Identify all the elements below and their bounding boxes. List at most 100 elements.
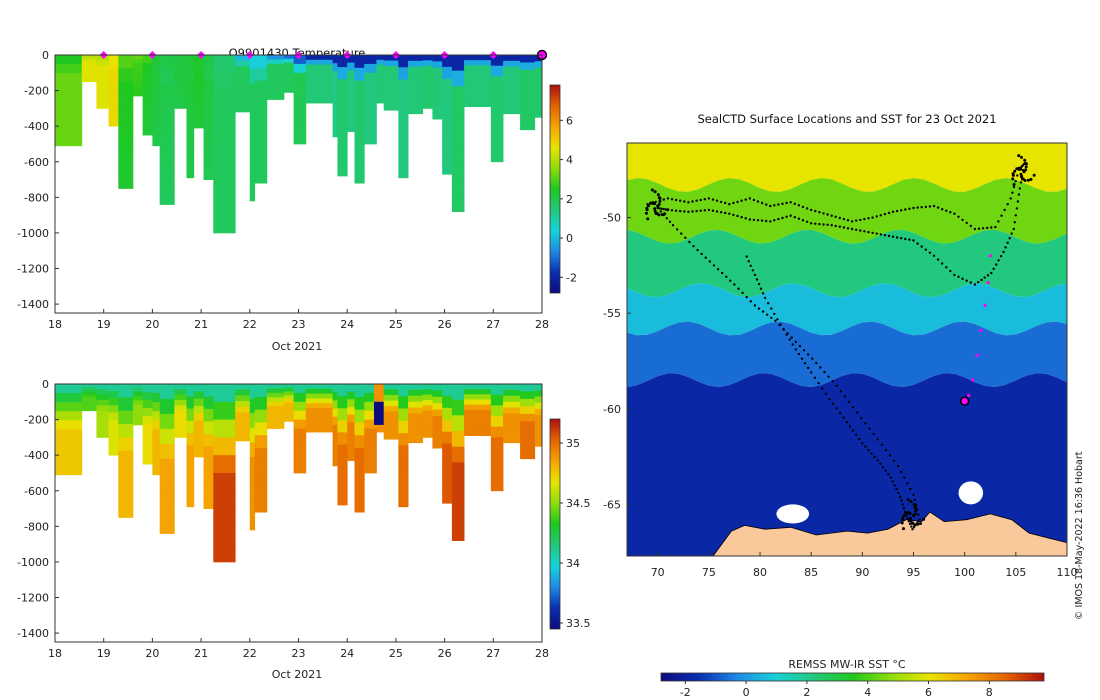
profile-23-band-2 (347, 399, 355, 408)
track-dot (1019, 181, 1023, 184)
profile-3-band-8 (108, 440, 119, 449)
y-tick-label: -1200 (17, 263, 49, 276)
track-cluster-0 (663, 212, 667, 216)
track-dot (806, 366, 810, 370)
profile-8-band-3 (159, 428, 175, 445)
profile-29-band-4 (408, 78, 424, 85)
profile-6-band-9 (142, 456, 153, 465)
track-dot (1015, 207, 1019, 210)
profile-1-band-9 (81, 408, 97, 412)
profile-33-band-3 (451, 430, 465, 448)
track-dot (728, 212, 731, 215)
profile-7-band-9 (152, 465, 161, 476)
profile-4-band-9 (118, 175, 134, 189)
profile-33-band-6 (451, 148, 465, 166)
profile-37-band-1 (520, 62, 536, 71)
profile-16-band-0 (254, 384, 268, 398)
profile-36-band-6 (503, 90, 521, 97)
profile-3-band-4 (108, 83, 119, 91)
track-dot (845, 421, 849, 424)
profile-28-band-8 (398, 482, 409, 495)
profile-7-band-7 (152, 447, 161, 457)
profile-20-band-0 (305, 384, 333, 390)
profile-31-band-0 (432, 55, 443, 62)
track-dot (1002, 250, 1005, 254)
track-cluster-2 (902, 527, 905, 531)
profile-14-band-1 (235, 60, 251, 67)
profile-34-band-9 (464, 101, 492, 107)
profile-38-band-1 (534, 390, 542, 397)
track-dot (863, 217, 866, 221)
track-dot (708, 260, 712, 263)
profile-11-band-6 (193, 98, 204, 107)
track-cluster-0 (650, 188, 654, 192)
track-dot (936, 206, 940, 209)
track-dot (897, 464, 900, 468)
track-dot (765, 203, 768, 206)
profile-10-band-9 (186, 494, 195, 508)
profile-27-band-2 (383, 395, 399, 401)
profile-18-band-9 (283, 417, 295, 422)
profile-17-band-8 (266, 90, 285, 96)
track-dot (819, 366, 822, 369)
profile-27-band-1 (383, 60, 399, 67)
profile-37-band-6 (520, 99, 536, 108)
profile-33-band-0 (451, 384, 465, 401)
profile-21-band-9 (332, 128, 338, 138)
profile-5-band-3 (132, 67, 144, 72)
track-dot (818, 222, 821, 226)
profile-23-band-6 (347, 429, 355, 438)
profile-31-band-8 (432, 106, 443, 114)
profile-16-band-5 (254, 448, 268, 462)
profile-37-band-3 (520, 406, 536, 415)
profile-37-band-4 (520, 84, 536, 93)
profile-4-band-0 (118, 55, 134, 69)
profile-11-band-7 (193, 435, 204, 443)
profile-0-band-0 (55, 384, 83, 394)
colorbar-tick-label: 35 (566, 437, 580, 450)
profile-15-band-2 (249, 84, 256, 100)
track-dot (924, 205, 927, 209)
ice-patch-1 (958, 481, 984, 505)
profile-15-band-7 (249, 486, 256, 502)
track-dot (838, 225, 841, 228)
profile-4-band-1 (118, 68, 134, 83)
profile-9-band-9 (174, 432, 187, 438)
track-dot (856, 411, 859, 414)
track-dot (871, 231, 874, 235)
profile-36-band-3 (503, 72, 521, 79)
track-dot (895, 487, 898, 491)
profile-20-band-3 (305, 398, 333, 404)
profile-28-band-7 (398, 469, 409, 483)
profile-30-band-4 (422, 76, 433, 83)
track-dot (961, 277, 964, 280)
sst-zone-5 (627, 373, 1067, 556)
profile-8-band-0 (159, 55, 175, 71)
track-dot (752, 198, 756, 202)
profile-9-band-4 (174, 405, 187, 412)
profile-38-band-8 (534, 433, 542, 441)
y-tick-label: -1400 (17, 298, 49, 311)
profile-24-band-9 (354, 499, 365, 513)
profile-18-band-2 (283, 62, 295, 67)
track-dot (917, 520, 920, 523)
profile-3-band-8 (108, 111, 119, 120)
track-dot (957, 215, 960, 218)
profile-1-band-3 (81, 63, 97, 67)
profile-11-band-4 (193, 413, 204, 421)
profile-24-band-4 (354, 435, 365, 449)
profile-5-band-2 (132, 392, 144, 397)
track-dot (838, 216, 841, 220)
profile-34-band-0 (464, 55, 492, 61)
profile-27-band-8 (383, 99, 399, 106)
track-dot (871, 216, 874, 219)
profile-22-band-3 (337, 91, 348, 104)
map-x-ticks: 70 75 80 85 90 95 100 105 110 (651, 552, 1078, 579)
profile-35-band-3 (490, 416, 504, 428)
profile-0-band-4 (55, 420, 83, 430)
profile-6-band-9 (142, 127, 153, 136)
track-dot (748, 218, 751, 221)
track-dot (906, 482, 909, 485)
profile-21-band-1 (332, 63, 338, 72)
sst-zone-4 (627, 321, 1067, 388)
